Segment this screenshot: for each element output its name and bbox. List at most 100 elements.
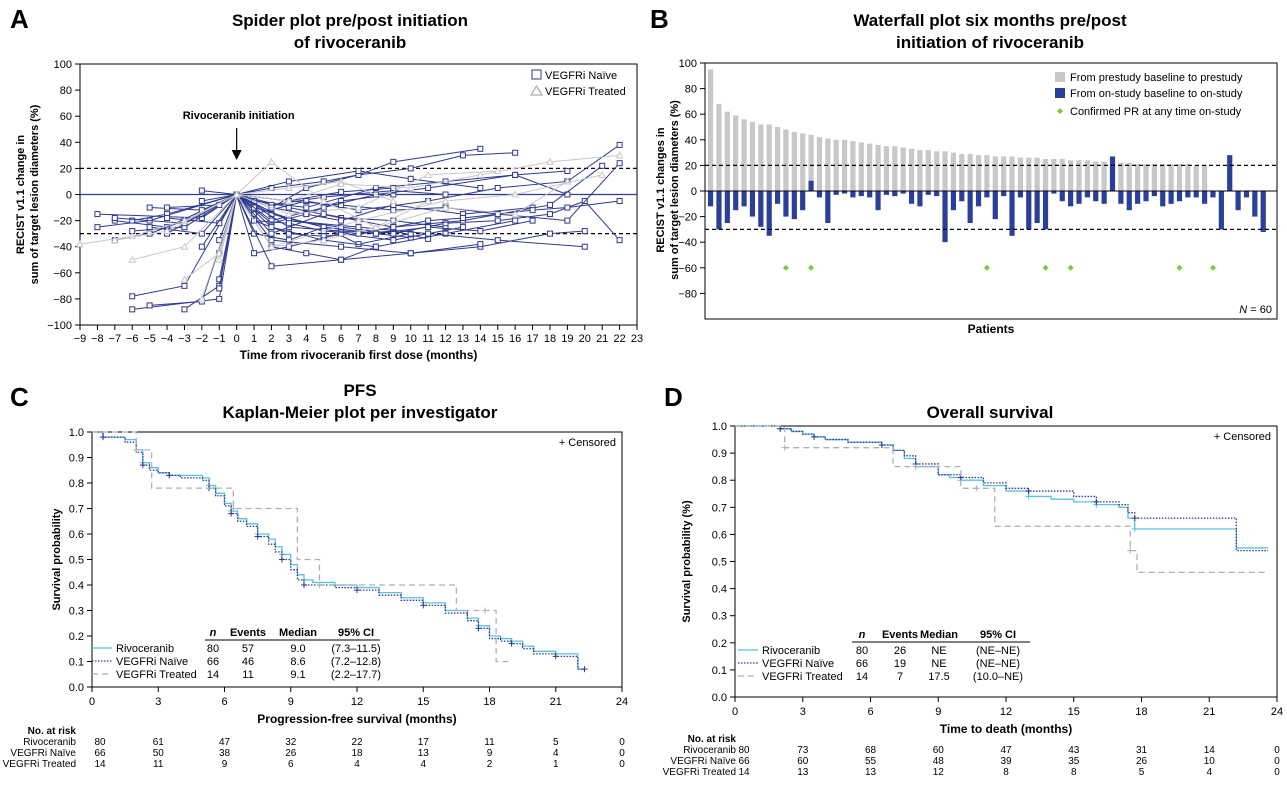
pfs-risk-value-0-6: 11 — [484, 737, 495, 748]
waterfall-bar-prestudy-39 — [1034, 157, 1040, 191]
pfs-table-ci-0: (7.3–11.5) — [331, 643, 380, 655]
waterfall-bar-prestudy-33 — [984, 155, 990, 191]
spider-series-line-21 — [218, 170, 568, 254]
spider-point-naive — [494, 237, 501, 244]
spider-x-tick-label: −3 — [178, 333, 191, 345]
spider-point-treated — [354, 203, 363, 211]
waterfall-bar-prestudy-40 — [1042, 159, 1049, 191]
spider-y-tick-label: 20 — [60, 163, 72, 175]
waterfall-bar-onstudy-48 — [1109, 156, 1116, 191]
spider-point-naive — [546, 230, 553, 237]
spider-point-treated — [406, 183, 415, 191]
spider-point-naive — [425, 184, 432, 191]
waterfall-bar-onstudy-28 — [942, 191, 948, 243]
os-y-tick-label: 0.8 — [712, 475, 727, 487]
os-x-tick-label: 12 — [1000, 706, 1012, 718]
os-table-median-2: 17.5 — [928, 671, 949, 683]
os-title: Overall survival — [926, 403, 1054, 422]
os-censored-legend: + Censored — [1214, 431, 1271, 443]
spider-x-tick-label: 17 — [526, 333, 538, 345]
spider-x-tick-label: 18 — [544, 333, 556, 345]
waterfall-bar-onstudy-34 — [992, 191, 998, 220]
spider-point-treated — [285, 210, 293, 218]
spider-series-line-20 — [201, 193, 585, 267]
spider-point-naive — [599, 162, 606, 169]
spider-x-tick-label: 10 — [405, 333, 417, 345]
waterfall-y-tick-label: 80 — [685, 84, 697, 96]
spider-point-naive — [285, 178, 292, 185]
spider-legend-treated-marker — [530, 85, 543, 96]
spider-point-naive — [355, 168, 362, 175]
os-x-tick-label: 18 — [1135, 706, 1147, 718]
spider-x-axis-label: Time from rivoceranib first dose (months… — [240, 348, 478, 362]
pfs-censor-mark-2 — [230, 505, 237, 512]
pfs-y-tick-label: 0.9 — [69, 453, 84, 465]
spider-point-naive — [338, 201, 345, 208]
waterfall-bar-onstudy-1 — [716, 191, 722, 230]
spider-point-naive — [372, 184, 379, 191]
os-x-tick-label: 3 — [800, 706, 806, 718]
spider-x-tick-label: −4 — [161, 333, 174, 345]
waterfall-bar-prestudy-54 — [1160, 164, 1166, 191]
pfs-risk-value-0-3: 32 — [285, 737, 297, 748]
waterfall-bar-onstudy-57 — [1185, 191, 1191, 198]
spider-point-naive — [616, 160, 623, 167]
waterfall-bar-prestudy-59 — [1202, 165, 1208, 191]
os-x-tick-label: 24 — [1271, 706, 1283, 718]
pfs-y-tick-label: 0.2 — [69, 631, 84, 643]
waterfall-bar-prestudy-51 — [1135, 164, 1141, 191]
panel-label-d: D — [664, 382, 683, 412]
pfs-risk-value-1-3: 26 — [285, 748, 297, 759]
os-x-tick-label: 9 — [935, 706, 941, 718]
os-y-tick-label: 0.4 — [712, 584, 727, 596]
panel-label-a: A — [10, 4, 29, 34]
waterfall-bar-prestudy-16 — [841, 139, 848, 191]
os-risk-value-2-4: 8 — [1003, 767, 1009, 778]
spider-series-line-25 — [236, 194, 620, 235]
waterfall-bar-prestudy-49 — [1118, 162, 1124, 191]
os-table-events-2: 7 — [897, 671, 903, 683]
waterfall-bar-onstudy-6 — [758, 191, 764, 227]
pfs-y-tick-label: 0.7 — [69, 504, 84, 516]
spider-legend-treated-label: VEGFRi Treated — [545, 86, 626, 98]
waterfall-bar-onstudy-43 — [1068, 191, 1074, 207]
pfs-risk-value-1-0: 66 — [94, 748, 106, 759]
waterfall-legend-pr-label: Confirmed PR at any time on-study — [1070, 106, 1242, 118]
waterfall-bar-onstudy-51 — [1135, 191, 1141, 204]
os-risk-value-1-0: 66 — [738, 756, 750, 767]
spider-point-naive — [268, 217, 275, 224]
waterfall-bar-onstudy-17 — [850, 191, 856, 198]
spider-series-line-15 — [201, 170, 481, 196]
spider-x-tick-label: −6 — [126, 333, 139, 345]
waterfall-bar-onstudy-5 — [749, 191, 756, 217]
waterfall-bar-prestudy-26 — [925, 150, 931, 191]
spider-series-line-14 — [218, 193, 533, 280]
spider-point-treated — [354, 216, 363, 224]
waterfall-bar-prestudy-30 — [959, 153, 965, 191]
pfs-x-tick-label: 0 — [89, 696, 95, 708]
pfs-risk-value-2-3: 6 — [288, 759, 294, 770]
waterfall-bar-onstudy-32 — [975, 191, 982, 207]
spider-x-tick-label: −1 — [213, 333, 226, 345]
os-table-events-0: 26 — [894, 645, 906, 657]
os-risk-value-1-2: 55 — [865, 756, 877, 767]
spider-point-naive — [581, 243, 588, 250]
waterfall-pr-marker-1 — [808, 264, 815, 271]
waterfall-bar-prestudy-7 — [766, 124, 772, 191]
spider-point-naive — [146, 204, 153, 211]
waterfall-bar-onstudy-26 — [925, 191, 931, 195]
spider-y-axis-label-line1: RECIST v1.1 change in — [15, 135, 27, 254]
spider-point-naive — [146, 224, 153, 231]
spider-point-naive — [442, 230, 449, 237]
waterfall-pr-marker-4 — [1067, 264, 1074, 271]
waterfall-bar-prestudy-36 — [1009, 156, 1015, 191]
waterfall-bar-onstudy-49 — [1118, 191, 1124, 204]
waterfall-bar-onstudy-52 — [1143, 191, 1149, 202]
waterfall-bar-onstudy-11 — [800, 191, 806, 211]
pfs-table-header-1: Events — [230, 627, 266, 639]
spider-title-line1: Spider plot pre/post initiation — [231, 11, 469, 30]
waterfall-bar-prestudy-0 — [708, 69, 714, 191]
spider-y-tick-label: −100 — [47, 320, 72, 332]
os-y-tick-label: 0.7 — [712, 502, 727, 514]
spider-x-tick-label: 2 — [268, 333, 274, 345]
